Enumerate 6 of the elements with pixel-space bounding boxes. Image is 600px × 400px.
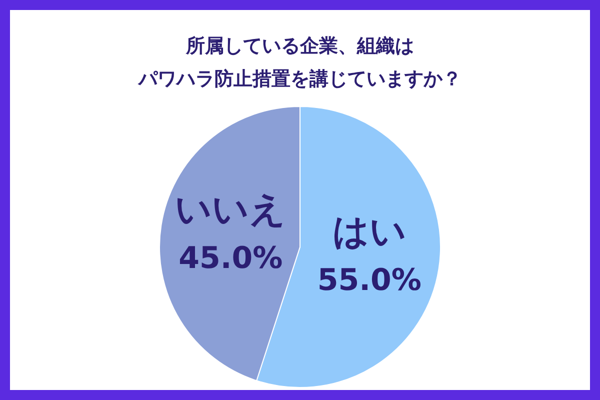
slice-label: はい: [332, 211, 406, 252]
data-label: 55.0%: [317, 262, 422, 298]
data-label: 45.0%: [178, 240, 283, 276]
chart-title: 所属している企業、組織は: [184, 34, 415, 59]
chart-subtitle: パワハラ防止措置を講じていますか？: [136, 67, 462, 92]
slice-label: いいえ: [175, 189, 286, 230]
